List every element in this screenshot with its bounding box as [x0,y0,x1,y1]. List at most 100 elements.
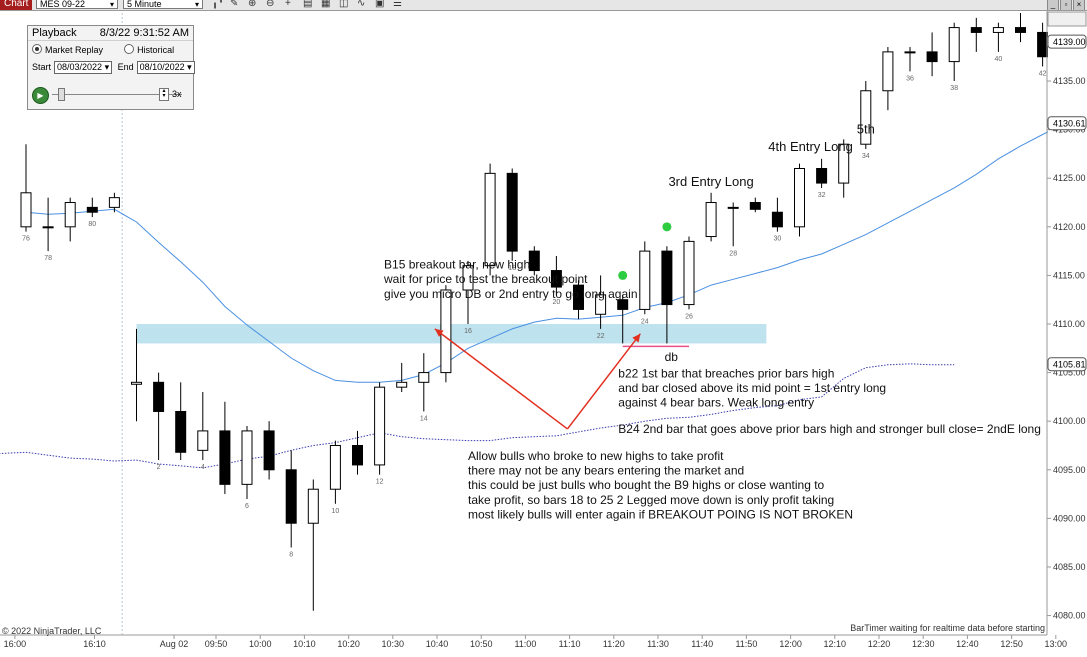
entry-dot [618,270,628,280]
start-date-select[interactable]: 08/03/2022 ▾ [54,61,113,74]
historical-radio[interactable] [124,44,135,54]
chevron-down-icon: ▾ [194,0,199,9]
instrument-value: MES 09-22 [40,0,86,9]
candle-body-down [153,381,165,412]
end-date-select[interactable]: 08/10/2022 ▾ [136,61,195,74]
price-marker-label: 4105.81 [1053,360,1086,370]
crosshair-icon[interactable]: + [285,0,291,9]
x-tick-label: 16:10 [83,639,106,649]
chart-annotation: 4th Entry Long [768,139,853,154]
close-icon[interactable]: × [1073,0,1085,10]
speed-spinner[interactable]: ▴ ▾ [159,88,169,101]
candle-body-down [617,299,629,310]
chart-tab[interactable]: Chart [0,0,33,10]
candle-body-up [462,265,474,291]
restore-icon[interactable]: ▫ [1060,0,1072,10]
candle [64,197,76,242]
x-tick-label: 10:30 [382,639,405,649]
x-tick-label: Aug 02 [160,639,189,649]
candle [484,163,496,276]
minimize-icon[interactable]: _ [1047,0,1059,10]
playback-mode-row: Market Replay Historical [32,44,174,55]
candle [219,401,231,495]
moving-averages [0,123,1065,469]
candle-body-up [108,197,120,208]
x-tick-label: 10:00 [249,639,272,649]
chart-toolbar: Chart MES 09-22 ▾ 5 Minute ▾ ╻╹ ✎ ⊕ ⊖ + … [0,0,1087,11]
candle-body-down [352,444,363,466]
candle [462,260,474,324]
start-label: Start [32,62,52,72]
data-box-icon[interactable]: ▤ [303,0,313,9]
candle-body-down [86,206,98,213]
candle-body-down [573,284,584,310]
chart-annotation: Allow bulls who broke to new highs to ta… [468,449,724,463]
candle-body-down [771,211,783,228]
candle [727,202,739,247]
x-tick-label: 12:30 [912,639,935,649]
candle [20,144,32,232]
chart-annotation: wait for price to test the breakout poin… [383,272,588,286]
candle-body-up [904,51,916,54]
candle [418,353,430,412]
x-tick-label: 12:00 [779,639,802,649]
zoom-out-icon[interactable]: ⊖ [266,0,275,9]
chart-annotation: 5th [857,122,875,137]
y-tick-label: 4105.00 [1053,368,1086,378]
candle-body-down [528,250,540,272]
x-tick-label: 11:20 [603,639,625,649]
candle-body-up [683,240,695,306]
bar-number-label: 16 [464,328,472,335]
candle-body-up [595,294,607,315]
interval-selector[interactable]: 5 Minute ▾ [123,0,203,9]
x-tick-label: 09:50 [205,639,228,649]
bar-number-label: 24 [641,318,649,325]
price-marker-label: 4139.00 [1053,37,1086,47]
bar-number-label: 32 [818,192,826,199]
x-tick-label: 16:00 [4,639,27,649]
zoom-in-icon[interactable]: ⊕ [248,0,257,9]
playback-date-row: Start 08/03/2022 ▾ End 08/10/2022 ▾ [32,61,198,74]
candle [948,22,960,82]
candle-body-up [727,206,739,209]
bar-number-label: 14 [420,415,428,422]
breakout-zone [136,324,767,344]
drawing-tools-icon[interactable]: ✎ [230,0,239,9]
candle-body-down [1015,27,1026,33]
ma-slow-line [0,363,955,469]
candle-body-down [926,51,938,63]
properties-icon[interactable]: ▣ [375,0,385,9]
x-tick-label: 11:00 [514,639,536,649]
candles [20,13,1049,611]
chart-markings [434,222,689,430]
breakout-zone-rect [136,324,767,344]
x-tick-label: 12:20 [868,639,891,649]
candle-body-down [550,270,562,288]
candle [639,241,651,315]
market-replay-radio[interactable] [32,44,42,54]
chart-annotation: 3rd Entry Long [668,174,753,189]
play-icon[interactable]: ▶ [32,87,49,104]
playback-panel: Playback 8/3/22 9:31:52 AM Market Replay… [27,25,195,110]
candle [131,328,142,422]
playback-slider-thumb[interactable] [58,88,65,101]
bar-number-label: 30 [774,236,782,243]
instrument-selector[interactable]: MES 09-22 ▾ [36,0,118,9]
strategies-icon[interactable]: ∿ [357,0,366,9]
interval-value: 5 Minute [127,0,162,9]
list-icon[interactable]: ☰ [393,0,402,9]
indicators-icon[interactable]: ◫ [339,0,349,9]
x-tick-label: 11:10 [559,639,581,649]
bar-style-icon[interactable]: ╻╹ [212,0,225,9]
x-tick-label: 10:10 [293,639,316,649]
bar-number-label: 20 [553,299,561,306]
candle [285,450,297,548]
arrow-head [434,328,444,337]
candle [573,280,584,320]
playback-title: Playback [32,27,77,39]
playback-speed: 3x [172,89,182,99]
playback-slider[interactable] [52,94,182,95]
bar-number-label: 38 [950,85,958,92]
templates-icon[interactable]: ▦ [321,0,331,9]
